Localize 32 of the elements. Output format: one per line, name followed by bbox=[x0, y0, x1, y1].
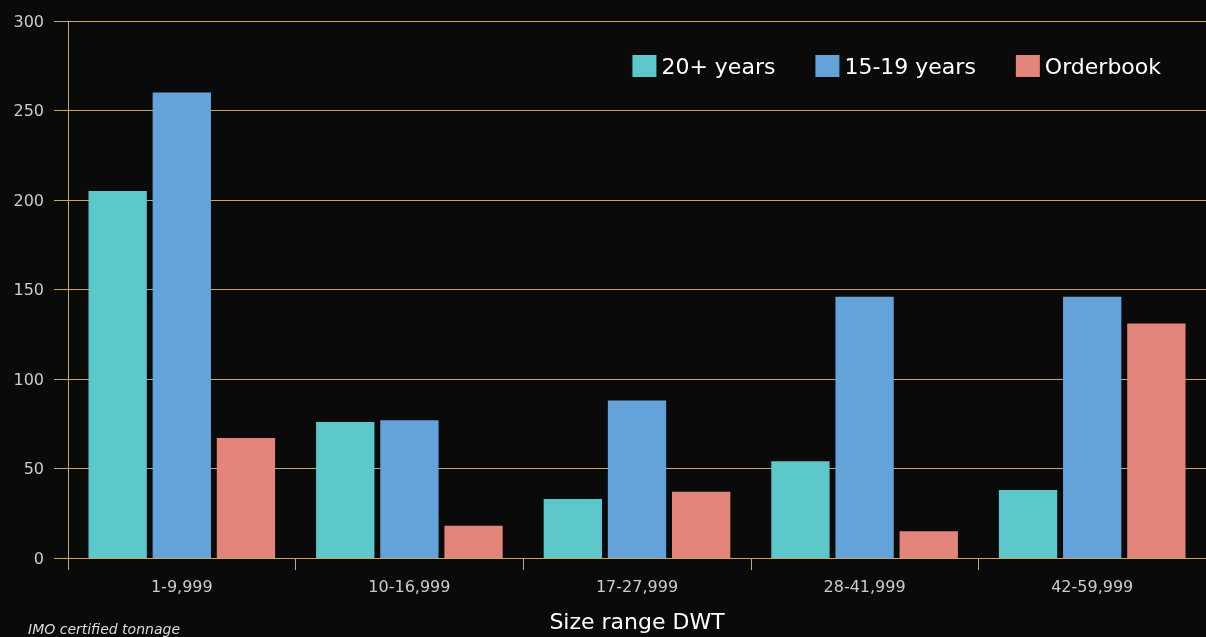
bar bbox=[216, 438, 276, 558]
y-tick-label: 0 bbox=[33, 548, 44, 568]
x-tick-label: 1-9,999 bbox=[150, 576, 213, 596]
x-axis-title: Size range DWT bbox=[549, 608, 726, 634]
bar bbox=[88, 191, 147, 558]
bar bbox=[607, 400, 667, 558]
bar bbox=[380, 420, 439, 558]
y-tick-label: 200 bbox=[13, 190, 44, 210]
x-tick-label: 17-27,999 bbox=[595, 576, 679, 596]
legend-label: Orderbook bbox=[1044, 53, 1162, 79]
y-tick-label: 150 bbox=[13, 280, 44, 299]
bar bbox=[543, 498, 603, 558]
bar bbox=[316, 421, 375, 558]
y-tick-label: 50 bbox=[23, 459, 44, 478]
legend-label: 20+ years bbox=[661, 53, 776, 79]
bar bbox=[771, 461, 830, 558]
y-tick-label: 250 bbox=[13, 101, 44, 120]
legend-label: 15-19 years bbox=[844, 53, 976, 79]
bar bbox=[899, 531, 958, 558]
x-tick-label: 42-59,999 bbox=[1051, 576, 1134, 596]
bar bbox=[998, 489, 1058, 558]
text: IMO certified tonnage bbox=[28, 621, 180, 637]
bar bbox=[444, 525, 503, 558]
bar bbox=[1127, 323, 1186, 558]
y-tick-label: 300 bbox=[13, 11, 44, 31]
x-tick-label: 10-16,999 bbox=[368, 576, 451, 596]
bar bbox=[1063, 296, 1122, 558]
bar bbox=[835, 296, 894, 558]
bar bbox=[671, 491, 731, 558]
y-tick-label: 100 bbox=[13, 369, 44, 389]
bar bbox=[152, 92, 211, 558]
x-tick-label: 28-41,999 bbox=[823, 576, 906, 596]
